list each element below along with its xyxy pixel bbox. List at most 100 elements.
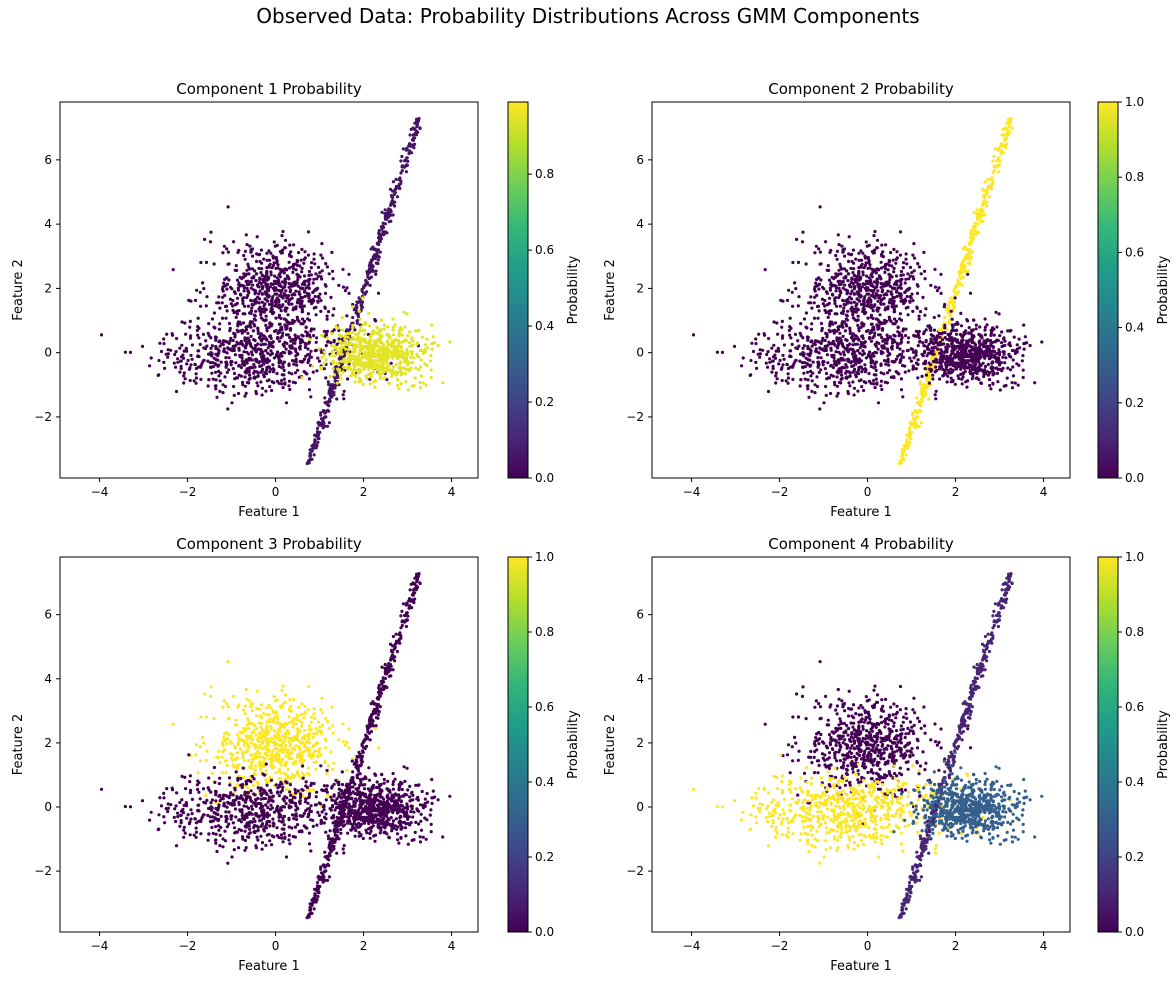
scatter-point	[229, 360, 233, 364]
scatter-point	[856, 308, 860, 312]
scatter-point	[166, 348, 170, 352]
scatter-point	[346, 377, 350, 381]
scatter-point	[1015, 362, 1019, 366]
scatter-point	[939, 348, 943, 352]
scatter-point	[303, 250, 307, 254]
scatter-point	[848, 374, 852, 379]
scatter-point	[400, 165, 404, 169]
scatter-point	[848, 347, 852, 351]
scatter-point	[287, 736, 291, 740]
scatter-point	[850, 364, 854, 368]
scatter-point	[399, 159, 403, 163]
scatter-point	[312, 327, 316, 331]
scatter-point	[343, 289, 347, 293]
scatter-point	[397, 185, 401, 190]
scatter-point	[367, 271, 371, 275]
x-tick-label: 4	[1040, 485, 1048, 499]
scatter-point	[307, 358, 311, 362]
scatter-point	[426, 346, 430, 350]
scatter-point	[313, 262, 317, 266]
scatter-point	[835, 249, 840, 253]
scatter-point	[282, 377, 286, 381]
scatter-point	[391, 317, 395, 321]
scatter-point	[264, 769, 268, 773]
scatter-point	[778, 358, 782, 362]
scatter-point	[418, 381, 422, 385]
scatter-point	[189, 363, 193, 367]
scatter-point	[373, 385, 377, 389]
scatter-point	[378, 354, 382, 358]
scatter-point	[205, 295, 209, 299]
scatter-point	[946, 303, 950, 307]
scatter-point	[300, 305, 304, 309]
scatter-point	[259, 313, 263, 317]
scatter-point	[788, 316, 792, 320]
scatter-point	[165, 332, 169, 336]
scatter-point	[917, 402, 921, 406]
scatter-point	[879, 349, 883, 354]
scatter-point	[275, 292, 279, 296]
scatter-point	[914, 350, 918, 354]
scatter-point	[845, 289, 850, 293]
scatter-point	[899, 377, 904, 381]
scatter-point	[391, 202, 395, 206]
scatter-point	[207, 378, 211, 382]
scatter-point	[321, 711, 325, 715]
scatter-point	[219, 360, 223, 364]
scatter-point	[265, 258, 269, 262]
scatter-point	[315, 731, 319, 736]
scatter-point	[864, 356, 869, 360]
scatter-point	[346, 367, 350, 371]
scatter-point	[886, 349, 890, 353]
scatter-point	[899, 269, 904, 274]
scatter-point	[988, 371, 992, 375]
scatter-point	[862, 266, 866, 270]
scatter-point	[819, 321, 824, 326]
scatter-point	[987, 195, 992, 199]
scatter-point	[899, 318, 904, 322]
scatter-point	[813, 251, 817, 255]
scatter-point	[899, 352, 904, 356]
scatter-point	[848, 331, 852, 336]
scatter-point	[876, 267, 881, 271]
scatter-point	[956, 279, 960, 283]
scatter-point	[768, 357, 772, 361]
scatter-point	[904, 299, 908, 303]
scatter-point	[810, 306, 814, 310]
scatter-point	[872, 288, 876, 292]
scatter-point	[803, 377, 807, 381]
scatter-point	[140, 344, 145, 348]
scatter-point	[292, 280, 296, 284]
scatter-point	[217, 301, 221, 305]
scatter-point	[829, 309, 833, 313]
scatter-point	[342, 397, 346, 401]
scatter-point	[384, 358, 388, 362]
scatter-point	[858, 299, 862, 303]
scatter-point	[266, 299, 270, 303]
scatter-point	[233, 333, 237, 337]
scatter-point	[267, 325, 271, 329]
scatter-point	[961, 261, 965, 265]
scatter-point	[196, 354, 200, 358]
scatter-point	[226, 346, 230, 350]
scatter-point	[393, 338, 398, 342]
scatter-point	[300, 737, 304, 741]
scatter-point	[965, 341, 970, 345]
scatter-point	[917, 336, 921, 340]
scatter-point	[1002, 344, 1006, 348]
scatter-point	[815, 375, 819, 379]
colorbar-tick-label: 0.4	[535, 319, 554, 333]
scatter-point	[244, 341, 248, 345]
scatter-point	[290, 293, 294, 297]
scatter-point	[829, 281, 833, 285]
scatter-point	[901, 395, 905, 399]
scatter-point	[330, 344, 334, 348]
scatter-point	[307, 282, 311, 286]
scatter-point	[359, 325, 363, 329]
scatter-point	[978, 342, 982, 346]
scatter-point	[962, 346, 967, 351]
scatter-point	[884, 243, 888, 247]
scatter-point	[221, 391, 225, 395]
scatter-point	[206, 384, 210, 388]
